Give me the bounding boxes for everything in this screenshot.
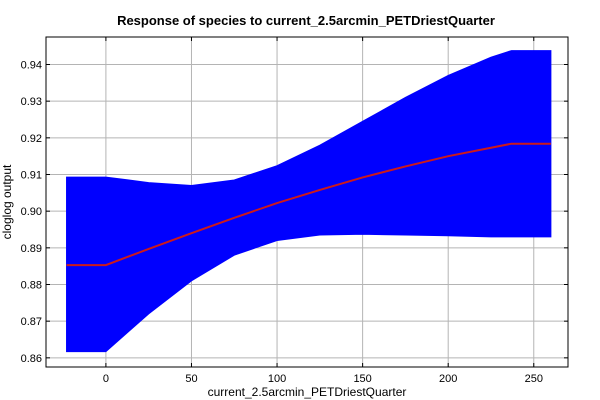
y-tick-label: 0.93 — [21, 96, 42, 108]
tick-layer: 0 50 100 150 200 250 0.86 0.87 0.88 0.89 0.90 0.91 0… — [21, 37, 568, 385]
confidence-band — [66, 50, 552, 353]
x-tick-label: 100 — [268, 373, 286, 385]
y-tick-label: 0.90 — [21, 206, 42, 218]
x-tick-label: 200 — [439, 373, 457, 385]
y-tick-label: 0.91 — [21, 170, 42, 182]
plot-frame — [45, 36, 569, 368]
chart-title: Response of species to current_2.5arcmin… — [117, 13, 495, 28]
y-tick-label: 0.94 — [21, 60, 42, 72]
x-tick-label: 150 — [353, 373, 371, 385]
y-tick-label: 0.89 — [21, 243, 42, 255]
y-axis-label: cloglog output — [0, 164, 14, 239]
response-line — [66, 142, 551, 267]
y-tick-label: 0.92 — [21, 133, 42, 145]
y-tick-label: 0.87 — [21, 316, 42, 328]
y-tick-label: 0.88 — [21, 280, 42, 292]
x-tick-label: 0 — [103, 373, 109, 385]
x-tick-label: 50 — [185, 373, 197, 385]
x-tick-label: 250 — [525, 373, 543, 385]
line-layer — [66, 142, 551, 267]
x-axis-label: current_2.5arcmin_PETDriestQuarter — [208, 385, 407, 399]
y-tick-label: 0.86 — [21, 353, 42, 365]
band-layer — [66, 50, 552, 353]
